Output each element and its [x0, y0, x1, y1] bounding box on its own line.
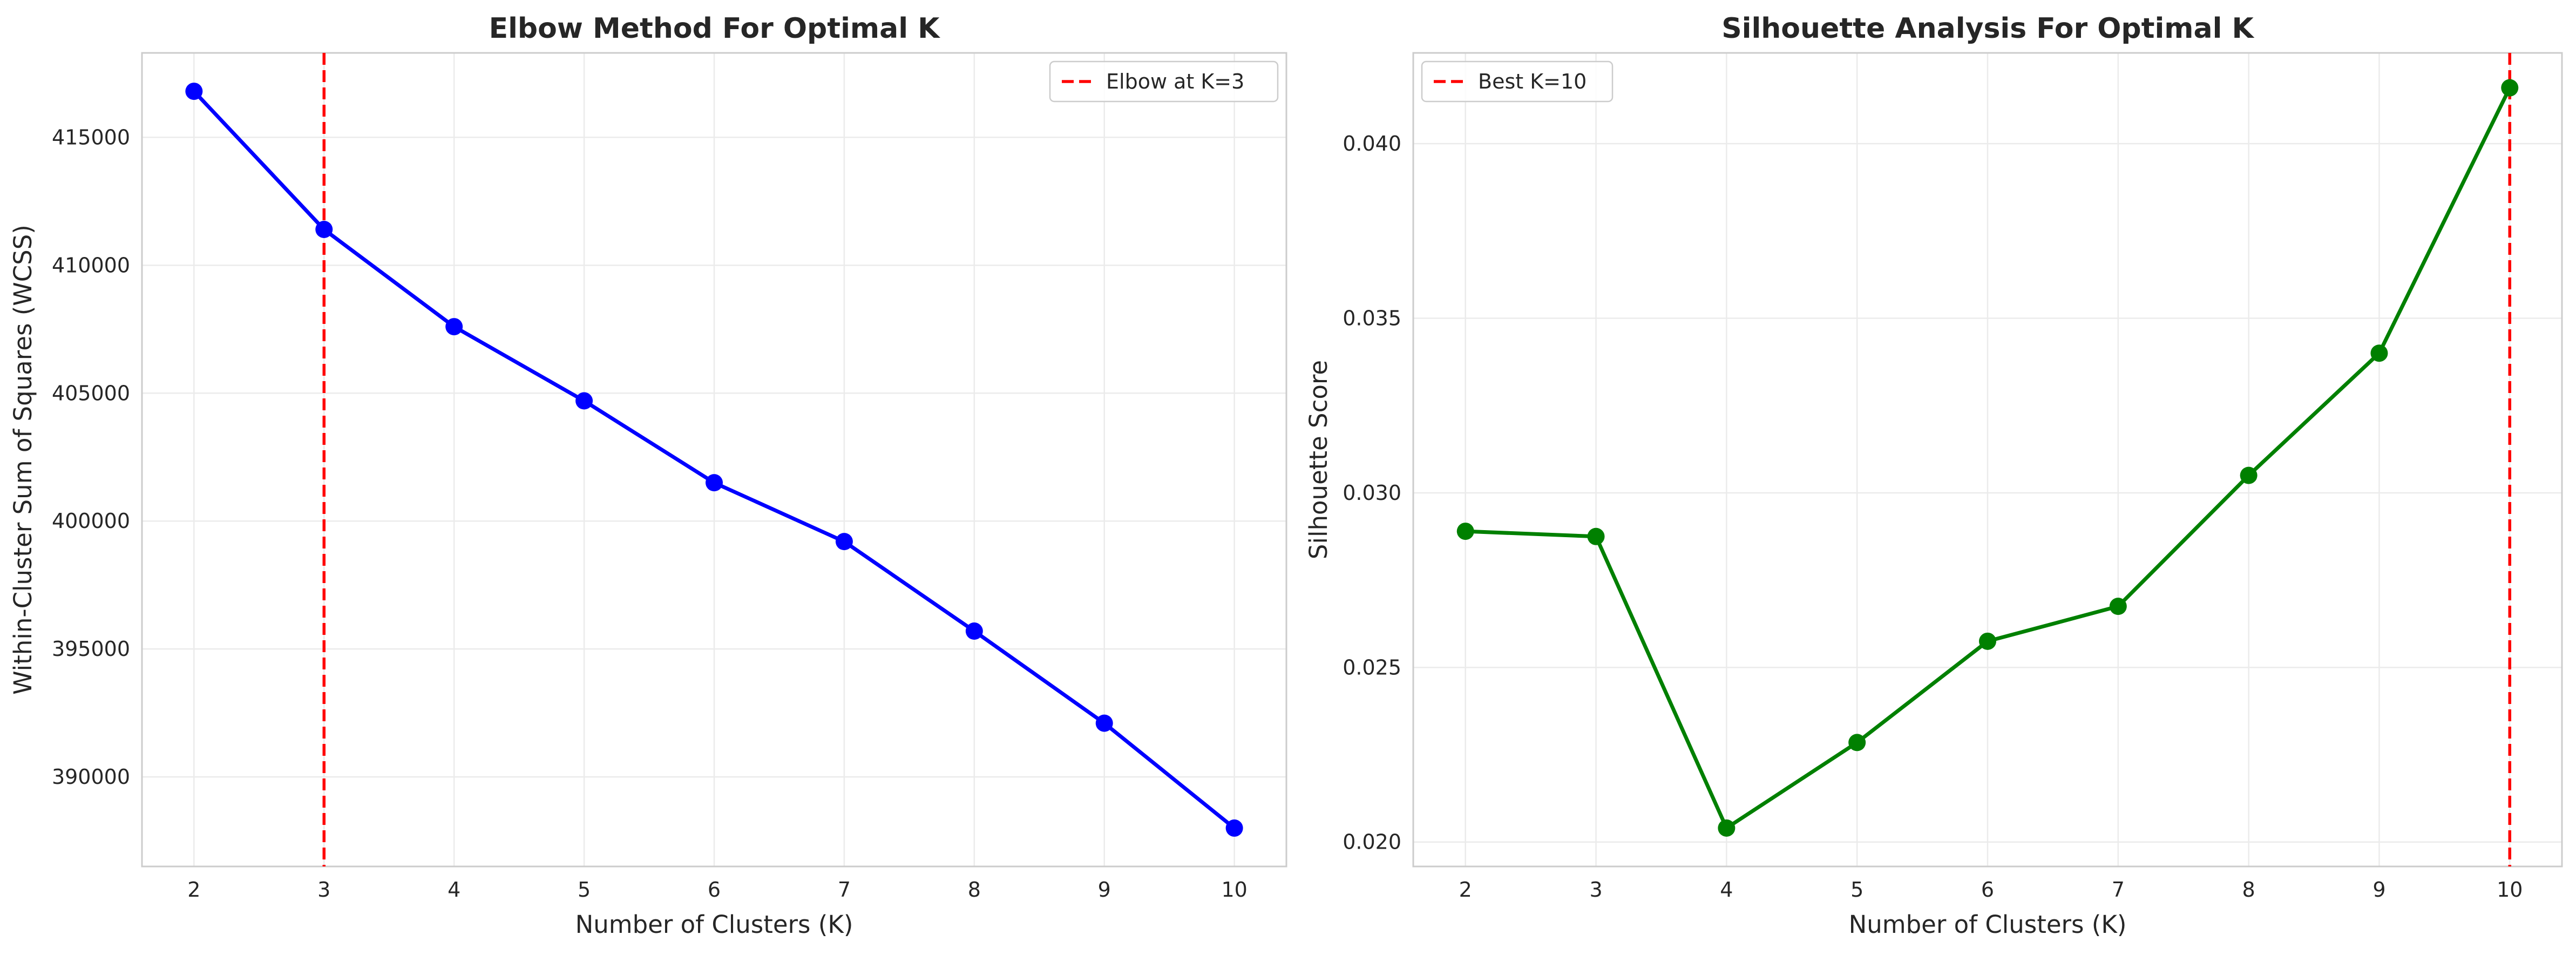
data-point [1979, 632, 1996, 650]
y-tick-label: 0.020 [1343, 830, 1401, 854]
x-tick-label: 5 [578, 878, 591, 902]
y-tick-label: 0.035 [1343, 307, 1401, 330]
legend-box [1049, 60, 1279, 103]
y-tick-label: 400000 [52, 509, 130, 533]
grid [142, 53, 1286, 866]
y-tick-label: 390000 [52, 765, 130, 789]
x-tick-label: 2 [1459, 878, 1472, 902]
data-point [185, 83, 203, 100]
x-tick-label: 7 [838, 878, 851, 902]
y-axis-label: Silhouette Score [1304, 360, 1333, 559]
chart-panel-2: 2 3 4 5 6 7 8 9 10 0.020 0.025 0.030 0.035 0.040 Silho… [1304, 12, 2563, 939]
x-tick-label: 2 [187, 878, 200, 902]
x-tick-label: 3 [317, 878, 330, 902]
data-point [2370, 344, 2388, 362]
grid [1413, 53, 2562, 866]
legend: Best K=10 [1421, 60, 1614, 103]
data-point [835, 533, 853, 551]
y-tick-label: 410000 [52, 253, 130, 277]
y-axis-label: Within-Cluster Sum of Squares (WCSS) [9, 225, 37, 695]
data-point [445, 318, 463, 336]
legend-box [1421, 60, 1614, 103]
chart-panel-1: 2 3 4 5 6 7 8 9 10 390000 395000 400000 405000 410000… [9, 12, 1287, 939]
data-point [1225, 819, 1243, 837]
x-tick-label: 10 [2497, 878, 2523, 902]
x-tick-label: 9 [2372, 878, 2385, 902]
x-tick-label: 6 [708, 878, 721, 902]
data-point [2109, 598, 2127, 615]
chart-title: Silhouette Analysis For Optimal K [1721, 12, 2254, 45]
data-point [1718, 819, 1736, 837]
x-tick-label: 6 [1981, 878, 1994, 902]
data-point [1587, 527, 1605, 545]
data-point [2240, 466, 2258, 484]
x-tick-label: 7 [2112, 878, 2125, 902]
x-tick-label: 8 [2242, 878, 2255, 902]
y-tick-label: 0.040 [1343, 132, 1401, 155]
data-point [1848, 734, 1866, 751]
plot-frame [141, 52, 1287, 868]
y-tick-label: 395000 [52, 637, 130, 661]
data-point [965, 622, 983, 640]
x-tick-label: 4 [448, 878, 460, 902]
data-point [2501, 79, 2519, 97]
x-axis-label: Number of Clusters (K) [575, 910, 853, 939]
y-tick-label: 0.030 [1343, 481, 1401, 505]
y-tick-label: 415000 [52, 125, 130, 149]
legend-label: Elbow at K=3 [1106, 70, 1244, 93]
y-tick-label: 0.025 [1343, 655, 1401, 679]
plot-frame [1412, 52, 2563, 868]
data-point [706, 474, 723, 492]
chart-title: Elbow Method For Optimal K [489, 12, 941, 45]
x-tick-label: 10 [1221, 878, 1247, 902]
legend: Elbow at K=3 [1049, 60, 1279, 103]
data-point [1456, 523, 1474, 540]
x-tick-label: 8 [968, 878, 981, 902]
x-tick-label: 5 [1850, 878, 1863, 902]
data-point [1095, 714, 1113, 732]
x-tick-label: 4 [1720, 878, 1733, 902]
x-tick-label: 9 [1098, 878, 1111, 902]
data-point [315, 220, 333, 238]
data-point [575, 392, 593, 410]
x-axis-label: Number of Clusters (K) [1849, 910, 2127, 939]
legend-label: Best K=10 [1478, 70, 1587, 93]
y-tick-label: 405000 [52, 381, 130, 405]
x-tick-label: 3 [1589, 878, 1602, 902]
